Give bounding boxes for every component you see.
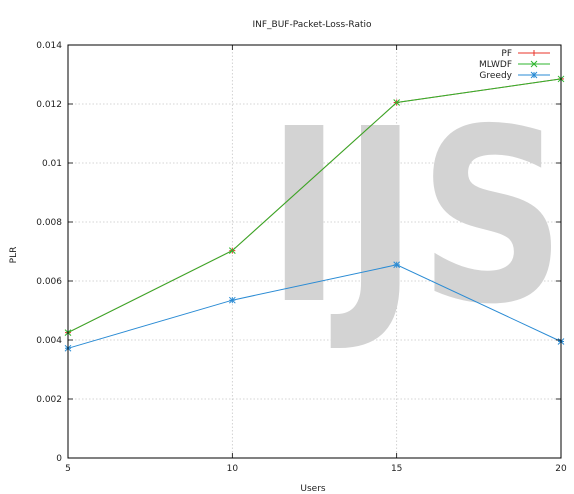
legend-label-greedy: Greedy	[479, 71, 512, 81]
legend-label-mlwdf: MLWDF	[479, 60, 512, 70]
chart-title: INF_BUF-Packet-Loss-Ratio	[252, 20, 372, 30]
x-tick-label: 5	[65, 464, 71, 474]
y-tick-label: 0.006	[36, 277, 62, 287]
data-point-greedy	[228, 296, 236, 304]
series-lines	[64, 75, 565, 352]
x-tick-label: 15	[391, 464, 402, 474]
y-tick-label: 0	[56, 454, 62, 464]
y-tick-label: 0.01	[42, 159, 62, 169]
data-point-mlwdf	[393, 99, 401, 106]
grid	[68, 45, 561, 458]
y-tick-label: 0.012	[36, 100, 62, 110]
x-tick-label: 10	[227, 464, 239, 474]
legend-label-pf: PF	[501, 49, 512, 59]
legend-marker-greedy	[530, 71, 538, 79]
series-line-greedy	[67, 264, 562, 349]
series-line-mlwdf	[67, 78, 562, 334]
data-point-greedy	[393, 261, 401, 269]
plot-frame	[67, 44, 562, 459]
y-tick-label: 0.002	[36, 395, 62, 405]
y-tick-label: 0.008	[36, 218, 62, 228]
axis-ticks: 0 0.002 0.004 0.006 0.008 0.01 0.012 0.014 5 10 15…	[36, 41, 567, 474]
x-axis-label: Users	[300, 484, 326, 494]
watermark: IJS	[266, 77, 566, 357]
x-tick-label: 20	[555, 464, 567, 474]
data-point-mlwdf	[228, 247, 236, 254]
y-axis-label: PLR	[9, 247, 19, 264]
y-tick-label: 0.004	[36, 336, 62, 346]
y-tick-label: 0.014	[36, 41, 62, 51]
legend-marker-mlwdf	[530, 60, 538, 68]
